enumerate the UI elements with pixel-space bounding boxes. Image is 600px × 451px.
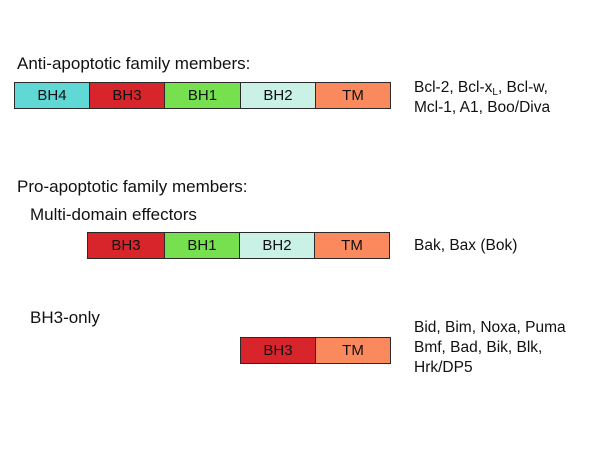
multi-domain-heading: Multi-domain effectors: [30, 205, 197, 224]
anti-members-line-2: Mcl-1, A1, Boo/Diva: [414, 99, 551, 116]
domain-tm: TM: [316, 83, 390, 108]
domain-bh3: BH3: [90, 83, 165, 108]
bh3-only-members: Bid, Bim, Noxa, Puma Bmf, Bad, Bik, Blk,…: [414, 318, 566, 378]
domain-bh4: BH4: [15, 83, 90, 108]
domain-bh2: BH2: [240, 233, 315, 258]
pro-apoptotic-heading: Pro-apoptotic family members:: [17, 177, 248, 196]
domain-tm: TM: [315, 233, 389, 258]
bh3-members-line-3: Hrk/DP5: [414, 359, 473, 376]
domain-bh1: BH1: [165, 233, 240, 258]
multi-domain-bar: BH3 BH1 BH2 TM: [87, 232, 390, 259]
anti-apoptotic-heading: Anti-apoptotic family members:: [17, 54, 251, 73]
bh3-only-heading: BH3-only: [30, 308, 100, 327]
anti-apoptotic-domain-bar: BH4 BH3 BH1 BH2 TM: [14, 82, 391, 109]
domain-bh3: BH3: [88, 233, 165, 258]
anti-apoptotic-members: Bcl-2, Bcl-xL, Bcl-w, Mcl-1, A1, Boo/Div…: [414, 78, 550, 118]
domain-tm: TM: [316, 338, 390, 363]
bh3-members-line-1: Bid, Bim, Noxa, Puma: [414, 319, 566, 336]
domain-bh1: BH1: [165, 83, 241, 108]
bh3-only-bar: BH3 TM: [240, 337, 391, 364]
multi-domain-members: Bak, Bax (Bok): [414, 237, 518, 254]
domain-bh3: BH3: [241, 338, 316, 363]
bh3-members-line-2: Bmf, Bad, Bik, Blk,: [414, 339, 543, 356]
anti-members-line-1: Bcl-2, Bcl-xL, Bcl-w,: [414, 79, 548, 98]
domain-bh2: BH2: [241, 83, 316, 108]
